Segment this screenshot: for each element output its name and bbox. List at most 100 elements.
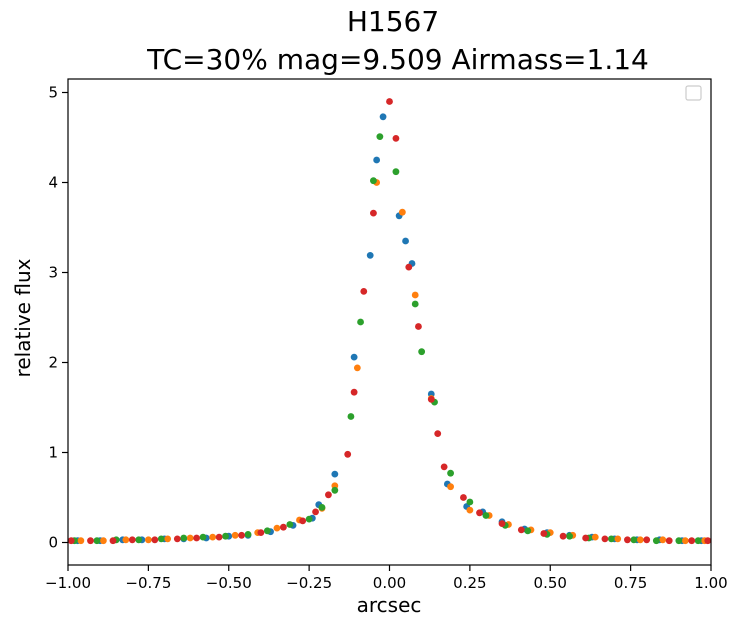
data-point [392,168,400,176]
data-point [366,252,374,259]
data-point [325,491,332,499]
data-point [607,535,615,543]
data-point [273,524,281,532]
data-point [373,156,381,164]
data-point [460,494,467,501]
data-point [447,469,454,477]
data-point [405,263,413,271]
data-point [87,537,94,545]
data-point [331,486,339,494]
x-tick-label: 0.75 [614,574,647,592]
data-point [398,208,406,216]
data-point [386,98,393,105]
data-point [652,537,660,545]
data-point [312,508,319,516]
data-point [350,353,358,361]
data-point [135,536,143,544]
data-point [582,534,590,542]
data-point [591,533,599,541]
data-point [636,536,644,544]
data-point [180,534,188,542]
x-tick-label: 0.50 [534,574,567,592]
x-tick-label: 0.00 [373,574,406,592]
data-point [559,532,567,540]
data-point [476,509,483,517]
data-point [630,536,638,544]
data-point [93,537,101,545]
data-point [688,537,696,545]
data-point [466,498,474,506]
data-point [411,291,419,299]
data-point [257,529,265,536]
data-point [665,537,673,545]
legend-box [685,85,702,101]
data-point [215,533,223,541]
data-point [675,537,683,545]
data-point [99,537,107,545]
data-point [659,536,667,544]
data-point [624,536,631,544]
x-tick-label: −0.50 [206,574,252,592]
data-point [376,133,384,141]
data-point [286,521,294,528]
data-point [157,535,165,543]
data-point [415,323,422,330]
x-tick-label: −0.75 [125,574,171,592]
data-point [173,535,181,543]
x-tick-label: 1.00 [694,574,727,592]
data-point [447,483,454,491]
chart-title: H1567 [347,5,439,38]
data-point [109,537,117,545]
data-point [222,532,229,540]
data-point [370,177,377,185]
data-point [164,535,172,543]
data-point [280,523,287,531]
y-tick-label: 4 [48,174,58,192]
data-point [151,536,159,544]
data-point [614,535,622,543]
data-point [199,533,207,541]
data-point [392,135,400,142]
data-point [331,470,339,478]
data-point [643,536,651,544]
data-point [186,534,194,542]
data-point [305,515,313,523]
data-point [540,530,548,537]
scatter-series-1 [74,113,705,545]
data-point [193,534,201,542]
data-point [411,300,419,308]
data-point [566,532,573,540]
data-point [263,527,271,535]
data-point [360,288,368,295]
data-point [67,537,75,545]
data-point [344,450,352,458]
data-point [353,364,361,372]
data-point [704,537,712,545]
data-points [67,98,712,545]
data-point [440,463,448,471]
data-point [418,348,426,356]
axis-ticks: −1.00 −0.75 −0.50 −0.25 0.00 0.25 0.50 0.75 1.00… [45,84,728,593]
data-point [144,536,152,544]
data-point [379,113,387,121]
y-tick-label: 3 [48,264,58,282]
data-point [517,526,525,534]
data-point [498,520,506,527]
y-tick-label: 0 [48,534,58,552]
data-point [244,531,252,538]
data-point [231,531,239,539]
data-point [402,237,409,245]
scatter-series-3 [71,133,702,545]
data-point [128,536,136,544]
data-point [77,537,85,545]
data-point [482,512,490,519]
data-point [466,506,474,514]
y-tick-label: 5 [48,84,58,102]
x-tick-label: −0.25 [286,574,332,592]
plot-frame [67,78,712,566]
data-point [427,396,435,403]
scatter-series-2 [77,179,708,545]
data-point [299,517,307,525]
